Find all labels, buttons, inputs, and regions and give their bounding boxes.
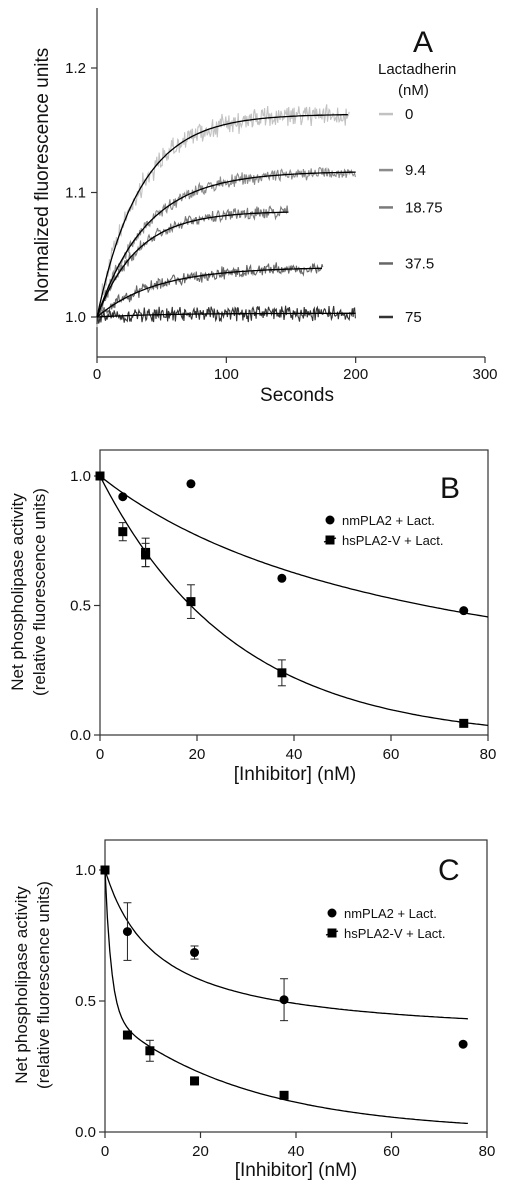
panel-b-fit-hspla2 <box>99 475 489 727</box>
panel-b-point-nmpla2 <box>118 492 128 502</box>
panel-a-x-tick-label: 200 <box>343 366 368 383</box>
panel-b-point-nmpla2 <box>277 573 287 583</box>
panel-b-point-hspla2 <box>95 471 105 481</box>
panel-a-legend-title-line1: Lactadherin <box>378 61 456 78</box>
panel-c-ticks: 0 20 40 60 80 0.0 0.5 1.0 <box>75 862 495 1160</box>
panel-b-y-label-line2: (relative fluorescence units) <box>30 488 49 696</box>
panel-b-legend-marker-square <box>325 535 335 545</box>
panel-b-frame <box>99 449 489 736</box>
panel-c-y-tick-label: 1.0 <box>75 862 96 879</box>
panel-b-point-hspla2 <box>118 527 128 537</box>
panel-b-point-hspla2 <box>186 597 196 607</box>
panel-b-letter: B <box>440 472 460 505</box>
panel-a-trace-75 <box>96 305 356 325</box>
panel-c-y-tick-label: 0.5 <box>75 993 96 1010</box>
panel-c-point-hspla2 <box>145 1046 155 1056</box>
panel-a-x-tick-label: 300 <box>472 366 497 383</box>
panel-a-fit-75 <box>96 312 356 318</box>
panel-c-legend-marker-square <box>327 928 337 938</box>
panel-c-plot <box>100 865 468 1125</box>
panel-c-frame <box>104 839 488 1133</box>
panel-c-x-tick-label: 20 <box>192 1143 209 1160</box>
panel-a-x-label: Seconds <box>260 385 334 406</box>
panel-c-point-nmpla2 <box>458 1039 468 1049</box>
panel-b: 0 20 40 60 80 0.0 0.5 1.0 nmPLA2 + Lact. hsPLA2-… <box>8 449 496 785</box>
panel-c-letter: C <box>438 854 460 887</box>
panel-a-legend-label: 75 <box>405 309 422 326</box>
panel-c-point-hspla2 <box>122 1030 132 1040</box>
panel-c-legend: nmPLA2 + Lact. hsPLA2-V + Lact. <box>325 906 446 941</box>
panel-b-y-tick-label: 0.0 <box>70 727 91 744</box>
panel-b-fit-nmpla2 <box>99 475 489 618</box>
panel-b-x-label: [Inhibitor] (nM) <box>234 764 356 785</box>
panel-c: 0 20 40 60 80 0.0 0.5 1.0 nmPLA2 + Lact. hsPLA2-… <box>12 839 495 1181</box>
panel-c-y-label-line2: (relative fluorescence units) <box>34 881 53 1089</box>
panel-a-x-tick-label: 100 <box>214 366 239 383</box>
panel-c-x-tick-label: 80 <box>479 1143 496 1160</box>
panel-c-legend-marker-circle <box>327 908 337 918</box>
panel-a-fit-0 <box>96 114 348 318</box>
panel-a-y-tick-label: 1.2 <box>65 60 86 77</box>
panel-b-x-tick-label: 0 <box>96 746 104 763</box>
panel-c-x-tick-label: 0 <box>101 1143 109 1160</box>
panel-a-y-tick-label: 1.1 <box>65 185 86 202</box>
panel-b-x-tick-label: 60 <box>383 746 400 763</box>
panel-b-y-tick-label: 1.0 <box>70 468 91 485</box>
panel-a-y-tick-label: 1.0 <box>65 309 86 326</box>
panel-a-legend-label: 0 <box>405 106 413 123</box>
panel-a-fit-9_4 <box>96 171 356 318</box>
panel-b-point-hspla2 <box>277 668 287 678</box>
panel-a: 0 100 200 300 1.0 1.1 1.2 0 9.4 18.75 37.5 75 A La… <box>32 8 498 406</box>
panel-b-point-nmpla2 <box>459 606 469 616</box>
panel-b-x-tick-label: 80 <box>480 746 497 763</box>
panel-a-fit-18_75 <box>96 211 289 318</box>
panel-c-point-nmpla2 <box>279 995 289 1005</box>
panel-a-trace-9_4 <box>96 166 356 325</box>
panel-c-y-tick-label: 0.0 <box>75 1124 96 1141</box>
panel-a-x-tick-label: 0 <box>93 366 101 383</box>
panel-b-ticks: 0 20 40 60 80 0.0 0.5 1.0 <box>70 468 496 763</box>
panel-a-ticks: 0 100 200 300 1.0 1.1 1.2 <box>65 60 497 383</box>
panel-a-legend-label: 9.4 <box>405 162 426 179</box>
panel-b-legend: nmPLA2 + Lact. hsPLA2-V + Lact. <box>323 513 444 548</box>
panel-c-point-hspla2 <box>190 1076 200 1086</box>
panel-b-legend-label: hsPLA2-V + Lact. <box>342 533 444 548</box>
panel-b-legend-label: nmPLA2 + Lact. <box>342 513 435 528</box>
panel-b-legend-marker-circle <box>325 515 335 525</box>
panel-b-point-hspla2 <box>141 550 151 560</box>
panel-a-legend-title-line2: (nM) <box>398 82 429 99</box>
panel-c-point-nmpla2 <box>122 927 132 937</box>
panel-b-x-tick-label: 40 <box>286 746 303 763</box>
panel-b-point-nmpla2 <box>186 479 196 489</box>
panel-b-y-tick-label: 0.5 <box>70 598 91 615</box>
panel-c-point-hspla2 <box>279 1090 289 1100</box>
panel-a-letter: A <box>413 26 433 59</box>
panel-b-x-tick-label: 20 <box>189 746 206 763</box>
panel-a-y-label: Normalized fluorescence units <box>32 48 53 303</box>
panel-c-x-label: [Inhibitor] (nM) <box>235 1160 357 1181</box>
panel-c-legend-label: hsPLA2-V + Lact. <box>344 926 446 941</box>
panel-c-x-tick-label: 40 <box>288 1143 305 1160</box>
panel-b-y-label-line1: Net phospholipase activity <box>8 493 27 691</box>
panel-c-y-label-line1: Net phospholipase activity <box>12 886 31 1084</box>
panel-b-plot <box>95 471 489 728</box>
panel-c-point-hspla2 <box>100 865 110 875</box>
panel-a-fit-37_5 <box>96 267 322 318</box>
panel-a-legend-label: 37.5 <box>405 255 434 272</box>
panel-c-x-tick-label: 60 <box>383 1143 400 1160</box>
panel-c-point-nmpla2 <box>190 948 200 958</box>
panel-c-fit-hspla2 <box>104 869 468 1125</box>
panel-a-legend-label: 18.75 <box>405 199 443 216</box>
panel-a-trace-0 <box>96 104 350 328</box>
panel-c-legend-label: nmPLA2 + Lact. <box>344 906 437 921</box>
panel-b-point-hspla2 <box>459 718 469 728</box>
panel-a-fits <box>96 114 356 318</box>
panel-a-legend: 0 9.4 18.75 37.5 75 <box>379 106 443 326</box>
